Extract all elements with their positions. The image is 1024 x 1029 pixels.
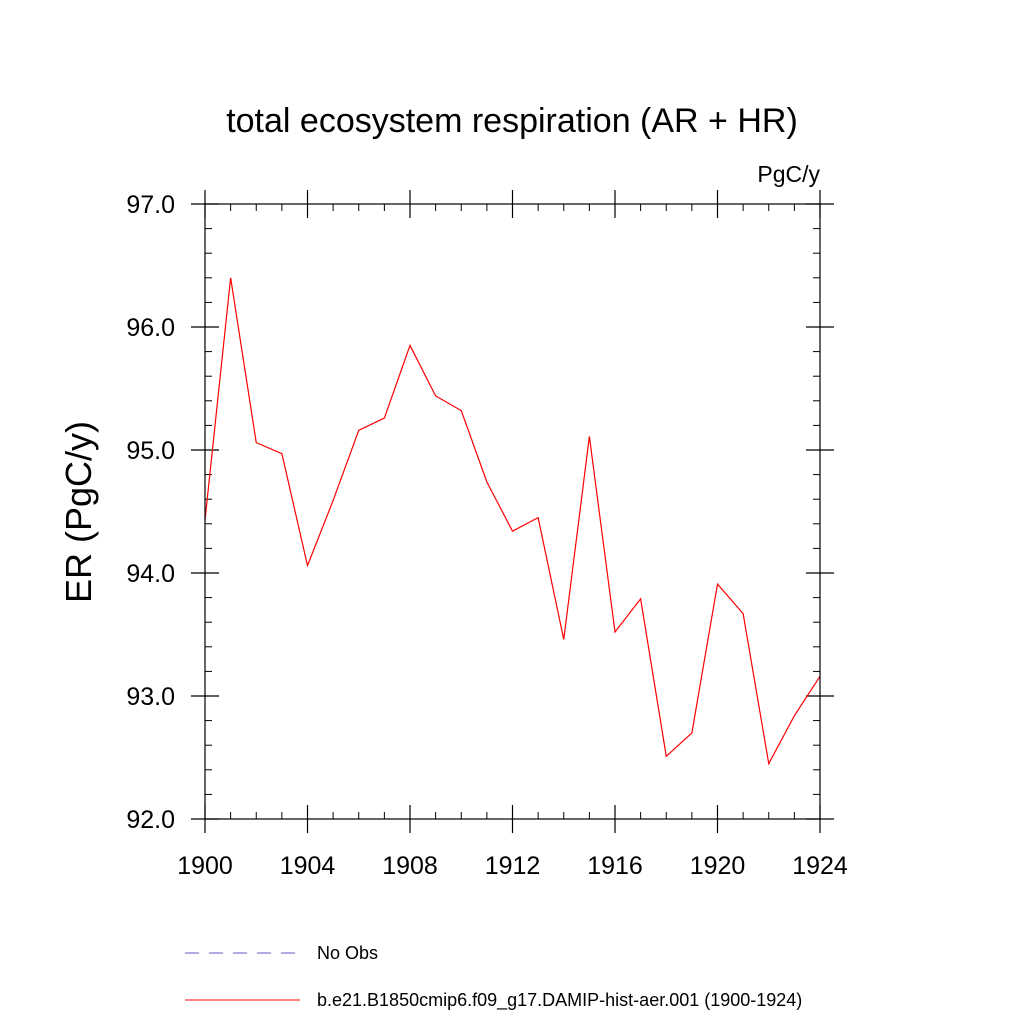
plot-frame (204, 203, 821, 820)
x-tick-label: 1916 (587, 852, 643, 880)
series-line (204, 277, 821, 766)
series-layer (204, 277, 821, 766)
x-tick-label: 1924 (792, 852, 848, 880)
legend-label: b.e21.B1850cmip6.f09_g17.DAMIP-hist-aer.… (317, 990, 802, 1011)
x-tick-label: 1912 (485, 852, 541, 880)
legend: No Obs b.e21.B1850cmip6.f09_g17.DAMIP-his… (185, 943, 802, 1011)
y-tick-label: 96.0 (126, 314, 175, 342)
x-tick-label: 1900 (177, 852, 233, 880)
legend-label: No Obs (317, 943, 378, 963)
x-tick-labels: 1900 1904 1908 1912 1916 1920 1924 (177, 852, 848, 880)
y-tick-label: 95.0 (126, 437, 175, 465)
chart-title: total ecosystem respiration (AR + HR) (226, 102, 798, 140)
units-label: PgC/y (757, 161, 820, 187)
x-tick-label: 1908 (382, 852, 438, 880)
y-tick-label: 93.0 (126, 683, 175, 711)
y-tick-label: 92.0 (126, 806, 175, 834)
y-axis-label: ER (PgC/y) (58, 421, 99, 603)
y-tick-labels: 92.0 93.0 94.0 95.0 96.0 97.0 (126, 191, 175, 834)
y-tick-label: 97.0 (126, 191, 175, 219)
y-tick-label: 94.0 (126, 560, 175, 588)
x-tick-label: 1904 (280, 852, 336, 880)
x-tick-label: 1920 (690, 852, 746, 880)
axis-ticks (191, 190, 834, 833)
